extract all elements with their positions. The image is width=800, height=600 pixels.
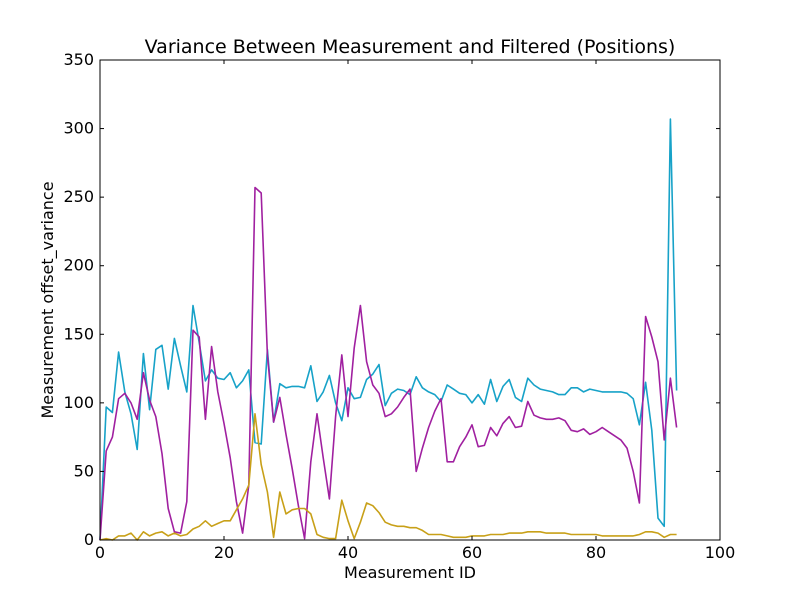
y-tick-label: 200 xyxy=(63,256,94,275)
x-tick-label: 0 xyxy=(95,543,105,562)
y-tick-label: 100 xyxy=(63,393,94,412)
y-tick-label: 250 xyxy=(63,187,94,206)
plot-frame xyxy=(99,59,721,541)
y-axis: 0 50 100 150 200 250 300 350 xyxy=(63,50,720,549)
x-tick-label: 20 xyxy=(214,543,234,562)
chart-title: Variance Between Measurement and Filtere… xyxy=(145,36,676,58)
x-tick-label: 40 xyxy=(338,543,358,562)
y-tick-label: 300 xyxy=(63,119,94,138)
x-tick-label: 80 xyxy=(586,543,606,562)
y-tick-label: 350 xyxy=(63,50,94,69)
series-layer xyxy=(99,118,678,541)
y-tick-label: 50 xyxy=(74,461,94,480)
x-axis-title: Measurement ID xyxy=(344,563,476,582)
series-line-1 xyxy=(99,118,678,541)
y-tick-label: 150 xyxy=(63,324,94,343)
series-line-3 xyxy=(99,412,677,541)
series-line-2 xyxy=(99,186,678,541)
x-tick-label: 100 xyxy=(705,543,736,562)
y-axis-title: Measurement offset_variance xyxy=(38,181,58,418)
x-tick-label: 60 xyxy=(462,543,482,562)
y-tick-label: 0 xyxy=(84,530,94,549)
x-axis: 0 20 40 60 80 100 xyxy=(95,60,735,562)
